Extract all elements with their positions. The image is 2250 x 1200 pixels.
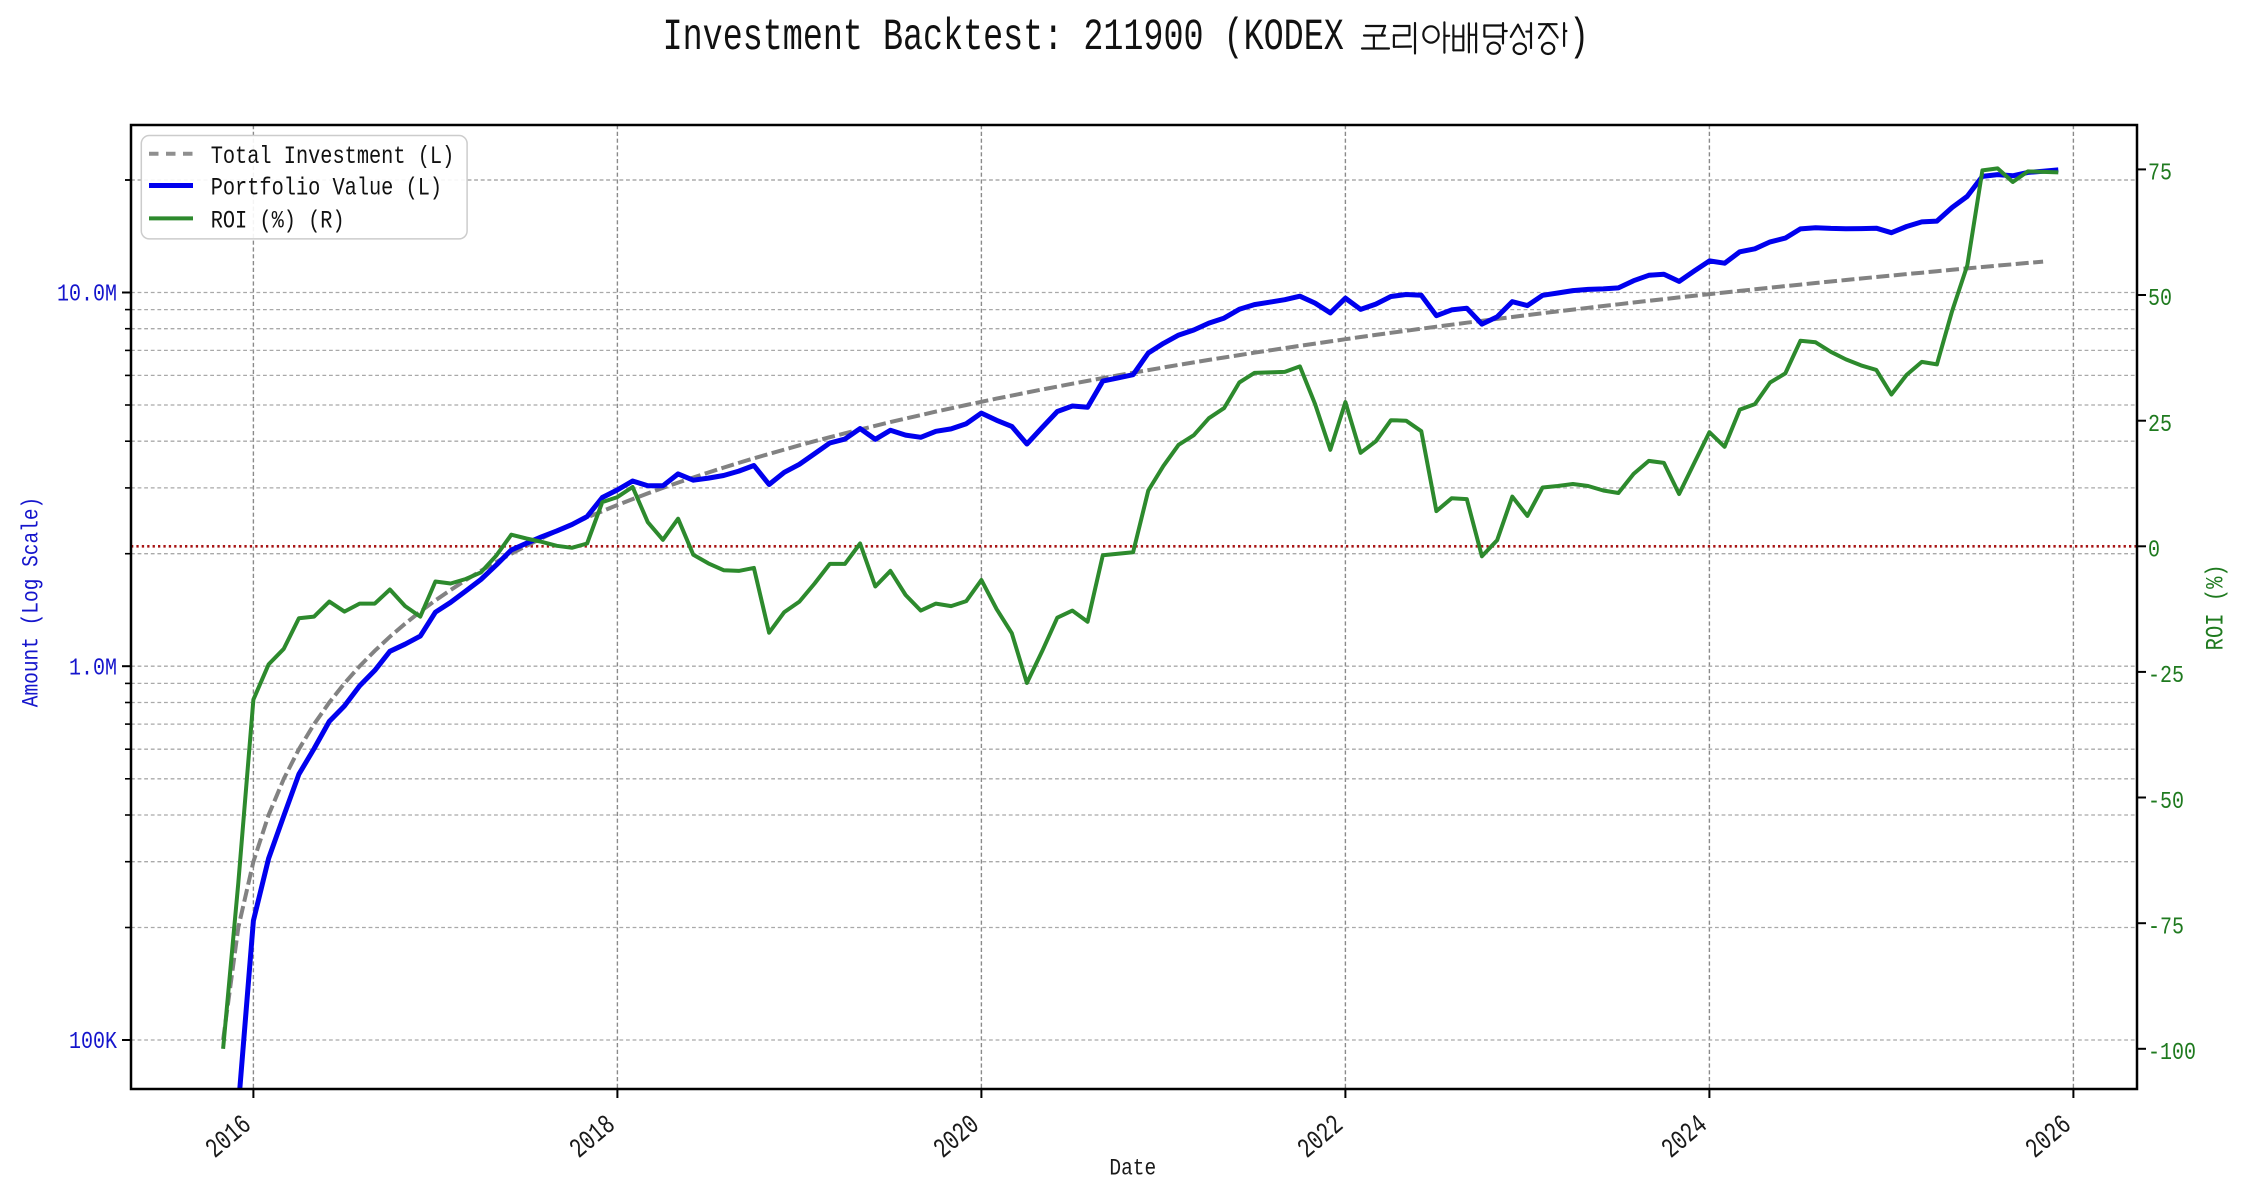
svg-text:-75: -75 [2148,914,2184,941]
svg-text:100K: 100K [69,1029,118,1056]
svg-text:Date: Date [1109,1156,1156,1182]
svg-text:0: 0 [2148,537,2160,564]
svg-text:ROI (%) (R): ROI (%) (R) [211,207,345,236]
svg-text:50: 50 [2148,286,2172,313]
svg-text:Investment Backtest: 211900 (K: Investment Backtest: 211900 (KODEX [663,12,1364,63]
svg-text:ROI (%): ROI (%) [2202,564,2230,650]
svg-text:25: 25 [2148,411,2172,438]
svg-text:1.0M: 1.0M [69,655,117,682]
svg-text:Total Investment (L): Total Investment (L) [211,142,455,171]
svg-text:10.0M: 10.0M [57,281,117,308]
svg-text:75: 75 [2148,160,2172,187]
svg-text:Portfolio Value (L): Portfolio Value (L) [211,174,442,203]
svg-text:Amount (Log Scale): Amount (Log Scale) [19,497,45,707]
svg-text:): ) [1569,12,1589,63]
svg-text:-25: -25 [2148,663,2184,690]
svg-text:-100: -100 [2148,1039,2196,1066]
svg-text:-50: -50 [2148,788,2184,815]
